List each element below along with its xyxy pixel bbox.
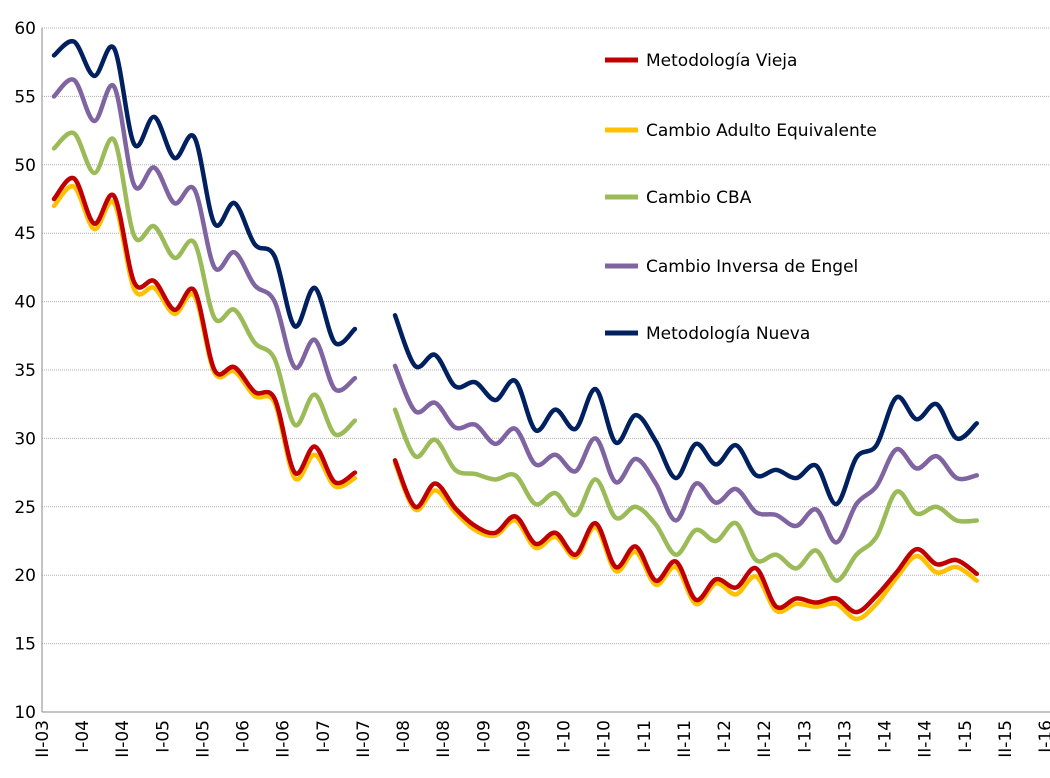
x-tick-label: I-08	[394, 720, 414, 753]
legend-label: Cambio CBA	[646, 188, 752, 208]
y-tick-label: 10	[14, 703, 36, 723]
legend-item: Cambio Adulto Equivalente	[605, 121, 877, 141]
x-tick-label: I-06	[234, 720, 254, 753]
y-tick-label: 60	[14, 19, 36, 39]
x-tick-label: I-04	[73, 720, 93, 753]
x-tick-label: I-09	[474, 720, 494, 753]
y-tick-label: 30	[14, 429, 36, 449]
legend-item: Metodología Nueva	[605, 324, 810, 344]
series-line	[51, 77, 980, 545]
series-line	[51, 38, 980, 507]
legend-label: Cambio Adulto Equivalente	[646, 121, 877, 141]
x-tick-label: II-03	[33, 720, 53, 758]
x-tick-label: II-04	[113, 720, 133, 758]
y-tick-label: 15	[14, 635, 36, 655]
x-tick-label: I-15	[956, 720, 976, 753]
legend-label: Metodología Vieja	[646, 51, 797, 71]
x-tick-label: I-13	[795, 720, 815, 753]
legend-item: Cambio Inversa de Engel	[605, 257, 858, 277]
x-tick-label: I-14	[876, 720, 896, 753]
x-tick-label: II-15	[996, 720, 1016, 758]
x-tick-label: II-08	[434, 720, 454, 758]
x-tick-label: II-13	[835, 720, 855, 758]
y-tick-label: 50	[14, 156, 36, 176]
x-tick-label: I-12	[715, 720, 735, 753]
y-tick-label: 25	[14, 498, 36, 518]
legend-label: Metodología Nueva	[646, 324, 810, 344]
x-tick-label: II-14	[916, 720, 936, 758]
x-tick-label: I-10	[555, 720, 575, 753]
x-tick-label: II-10	[595, 720, 615, 758]
y-tick-label: 55	[14, 87, 36, 107]
x-tick-label: II-06	[274, 720, 294, 758]
x-tick-label: II-09	[514, 720, 534, 758]
legend-item: Cambio CBA	[605, 188, 752, 208]
y-tick-label: 35	[14, 361, 36, 381]
x-tick-label: I-05	[153, 720, 173, 753]
x-tick-label: I-11	[635, 720, 655, 753]
x-tick-label: I-07	[314, 720, 334, 753]
series-line	[51, 130, 980, 583]
x-tick-label: II-07	[354, 720, 374, 758]
x-tick-label: II-05	[193, 720, 213, 758]
legend-label: Cambio Inversa de Engel	[646, 257, 858, 277]
legend-item: Metodología Vieja	[605, 51, 797, 71]
x-tick-label: I-16	[1036, 720, 1050, 753]
y-tick-label: 45	[14, 224, 36, 244]
x-tick-label: II-12	[755, 720, 775, 758]
y-tick-label: 40	[14, 293, 36, 313]
y-tick-label: 20	[14, 566, 36, 586]
series-line	[51, 175, 980, 615]
series-line	[51, 184, 980, 622]
x-tick-label: II-11	[675, 720, 695, 758]
